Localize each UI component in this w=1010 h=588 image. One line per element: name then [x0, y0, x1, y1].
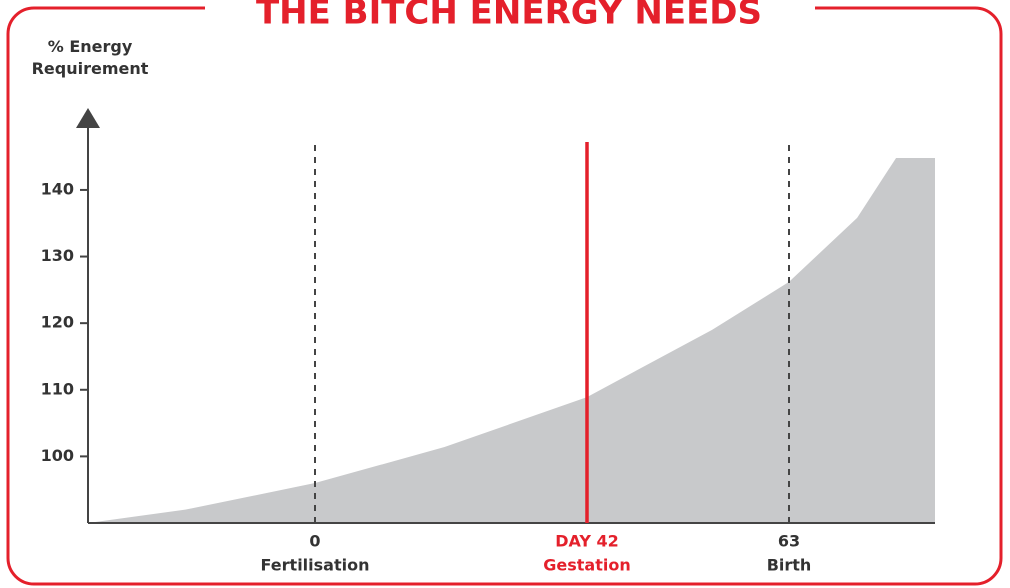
y-tick-label: 130 [41, 246, 74, 265]
page: THE BITCH ENERGY NEEDS 100 110 120 130 140 Fe… [0, 0, 1010, 588]
y-tick-label: 120 [41, 313, 74, 332]
x-tick-label: 63 [778, 532, 800, 551]
y-tick-label: 100 [41, 446, 74, 465]
marker-label: Fertilisation [261, 556, 370, 575]
marker-label: Gestation [543, 556, 630, 575]
x-tick-label: DAY 42 [555, 532, 619, 551]
chart: THE BITCH ENERGY NEEDS 100 110 120 130 140 Fe… [0, 0, 1010, 588]
marker-label: Birth [767, 556, 812, 575]
y-tick-label: 140 [41, 179, 74, 198]
area [88, 158, 935, 523]
y-tick-label: 110 [41, 379, 74, 398]
x-tick-label: 0 [309, 532, 320, 551]
y-axis-label: % Energy Requirement [30, 36, 150, 80]
chart-title: THE BITCH ENERGY NEEDS [256, 0, 762, 33]
y-axis-arrow [76, 108, 100, 128]
